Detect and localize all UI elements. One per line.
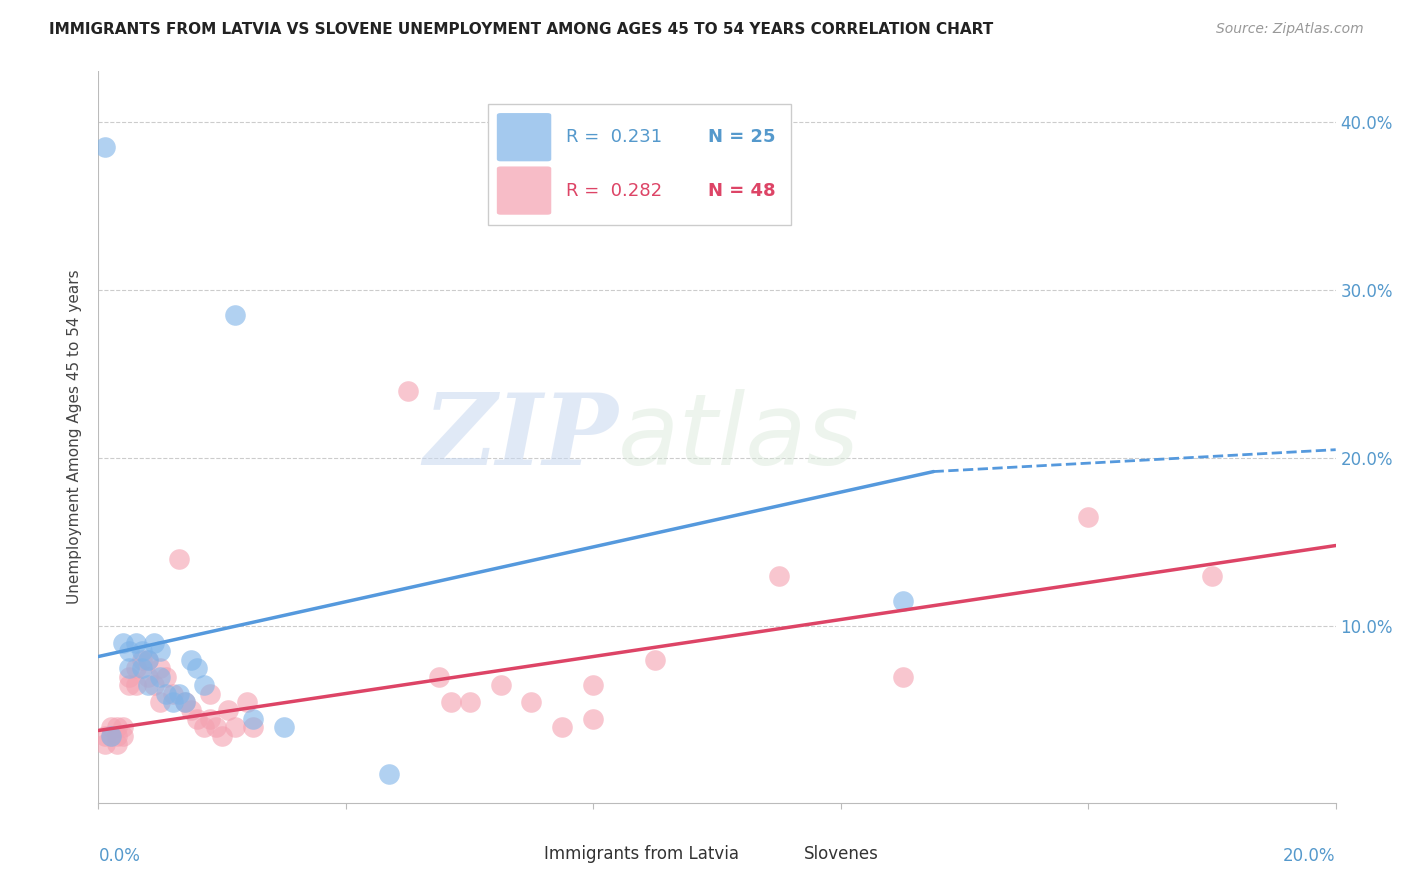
Point: [193, 720, 215, 734]
Point: [93, 737, 115, 751]
Point: [551, 720, 574, 734]
Point: [118, 678, 141, 692]
Point: [105, 737, 128, 751]
Point: [100, 720, 122, 734]
Point: [180, 653, 202, 667]
Text: N = 25: N = 25: [709, 128, 776, 146]
Point: [131, 661, 153, 675]
Point: [136, 678, 159, 692]
Text: atlas: atlas: [619, 389, 859, 485]
Point: [93, 140, 115, 154]
Point: [1077, 510, 1099, 524]
FancyBboxPatch shape: [505, 839, 540, 868]
Point: [112, 720, 135, 734]
Point: [427, 670, 450, 684]
Point: [193, 678, 215, 692]
Text: R =  0.282: R = 0.282: [567, 182, 662, 200]
Text: N = 48: N = 48: [709, 182, 776, 200]
Point: [458, 695, 481, 709]
Text: R =  0.231: R = 0.231: [567, 128, 662, 146]
Point: [136, 653, 159, 667]
Point: [520, 695, 543, 709]
Point: [224, 308, 246, 322]
Point: [118, 670, 141, 684]
Point: [174, 695, 197, 709]
Point: [440, 695, 463, 709]
Point: [224, 720, 246, 734]
Point: [205, 720, 228, 734]
Text: 20.0%: 20.0%: [1284, 847, 1336, 864]
Point: [582, 678, 605, 692]
Text: Source: ZipAtlas.com: Source: ZipAtlas.com: [1216, 22, 1364, 37]
FancyBboxPatch shape: [496, 113, 551, 161]
Point: [124, 678, 146, 692]
Point: [162, 686, 184, 700]
Text: ZIP: ZIP: [423, 389, 619, 485]
Y-axis label: Unemployment Among Ages 45 to 54 years: Unemployment Among Ages 45 to 54 years: [67, 269, 83, 605]
Point: [1201, 569, 1223, 583]
Point: [118, 661, 141, 675]
Point: [211, 729, 233, 743]
FancyBboxPatch shape: [763, 839, 800, 868]
Point: [186, 661, 208, 675]
Point: [396, 384, 419, 398]
FancyBboxPatch shape: [496, 167, 551, 215]
Point: [273, 720, 295, 734]
Point: [489, 678, 512, 692]
Point: [149, 670, 172, 684]
Text: 0.0%: 0.0%: [98, 847, 141, 864]
Point: [242, 720, 264, 734]
Point: [118, 644, 141, 658]
Point: [149, 695, 172, 709]
Point: [162, 695, 184, 709]
Point: [105, 729, 128, 743]
Point: [112, 729, 135, 743]
Text: IMMIGRANTS FROM LATVIA VS SLOVENE UNEMPLOYMENT AMONG AGES 45 TO 54 YEARS CORRELA: IMMIGRANTS FROM LATVIA VS SLOVENE UNEMPL…: [49, 22, 994, 37]
Point: [149, 644, 172, 658]
Point: [891, 670, 914, 684]
Point: [124, 661, 146, 675]
Point: [112, 636, 135, 650]
Point: [136, 653, 159, 667]
Point: [124, 636, 146, 650]
FancyBboxPatch shape: [488, 104, 792, 225]
Point: [155, 686, 177, 700]
Point: [149, 661, 172, 675]
Point: [378, 767, 401, 781]
Point: [143, 678, 166, 692]
Point: [891, 594, 914, 608]
Point: [105, 720, 128, 734]
Point: [131, 644, 153, 658]
Point: [198, 712, 221, 726]
Point: [167, 686, 190, 700]
Point: [180, 703, 202, 717]
Point: [174, 695, 197, 709]
Point: [768, 569, 790, 583]
Point: [131, 653, 153, 667]
Text: Immigrants from Latvia: Immigrants from Latvia: [544, 845, 738, 863]
Point: [186, 712, 208, 726]
Point: [644, 653, 666, 667]
Point: [242, 712, 264, 726]
Point: [582, 712, 605, 726]
Point: [155, 670, 177, 684]
Point: [236, 695, 259, 709]
Point: [100, 729, 122, 743]
Text: Slovenes: Slovenes: [804, 845, 879, 863]
Point: [167, 552, 190, 566]
Point: [143, 636, 166, 650]
Point: [93, 729, 115, 743]
Point: [198, 686, 221, 700]
Point: [217, 703, 239, 717]
Point: [100, 729, 122, 743]
Point: [136, 670, 159, 684]
